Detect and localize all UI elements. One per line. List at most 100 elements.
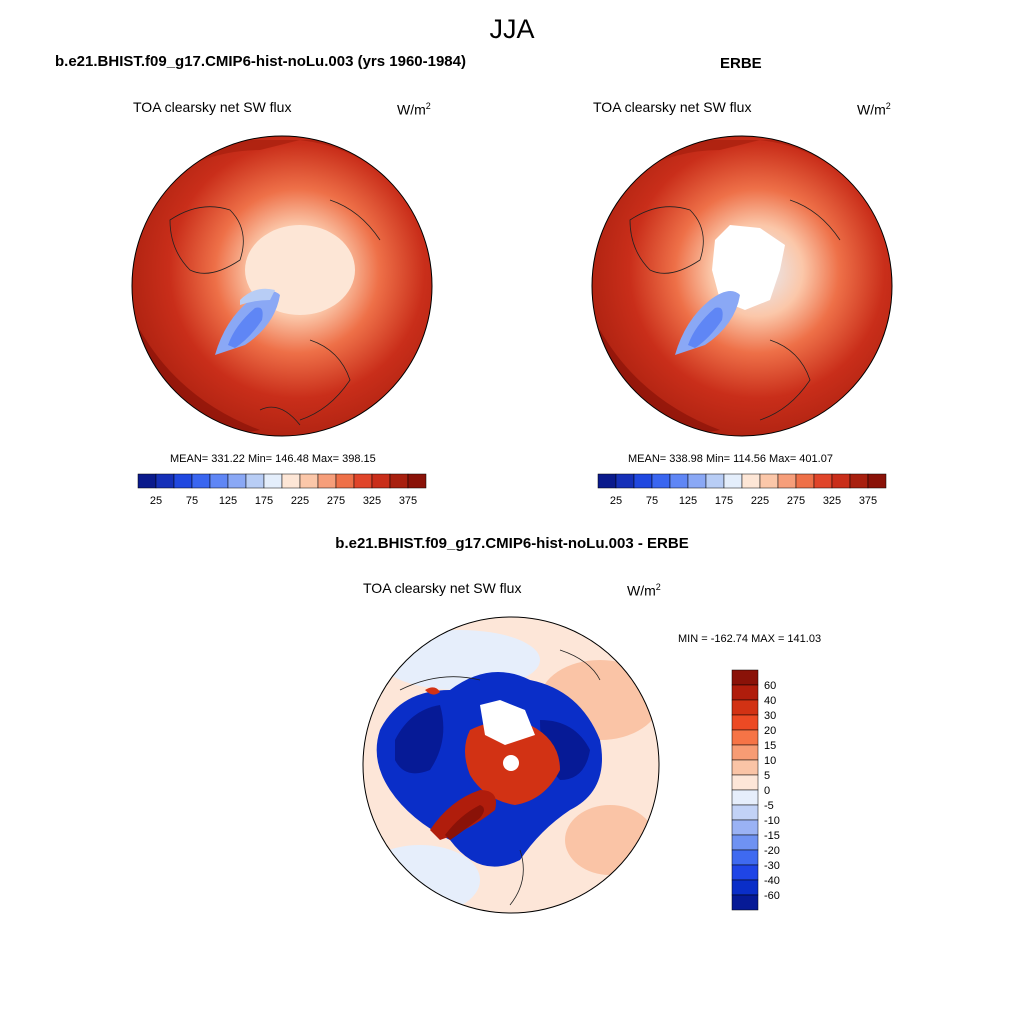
diff-units: W/m2 (627, 582, 661, 599)
left-colorbar-tick-label: 25 (150, 495, 162, 507)
diff-colorbar-tick-label: 20 (764, 725, 776, 737)
left-colorbar-swatch (281, 473, 301, 489)
diff-colorbar-tick-label: 30 (764, 710, 776, 722)
left-colorbar-swatch (389, 473, 409, 489)
diff-colorbar-tick-label: 15 (764, 740, 776, 752)
diff-variable-label: TOA clearsky net SW flux (363, 580, 522, 596)
right-colorbar-tick-label: 325 (823, 495, 841, 507)
right-colorbar-swatch (867, 473, 887, 489)
diff-colorbar-swatch (731, 729, 759, 746)
diff-stats: MIN = -162.74 MAX = 141.03 (678, 633, 822, 645)
right-colorbar-swatch (777, 473, 797, 489)
right-colorbar-swatch (705, 473, 725, 489)
right-colorbar-swatch (651, 473, 671, 489)
diff-colorbar-swatch (731, 759, 759, 776)
diff-colorbar-tick-label: 40 (764, 695, 776, 707)
left-colorbar-swatch (173, 473, 193, 489)
left-colorbar-swatch (263, 473, 283, 489)
right-variable-label: TOA clearsky net SW flux (593, 99, 752, 115)
diff-colorbar-tick-label: 60 (764, 680, 776, 692)
diff-colorbar-swatch (731, 804, 759, 821)
diff-colorbar-swatch (731, 879, 759, 896)
diff-colorbar-tick-label: 0 (764, 785, 770, 797)
diff-colorbar-swatch (731, 699, 759, 716)
left-panel-title: b.e21.BHIST.f09_g17.CMIP6-hist-noLu.003 … (55, 53, 466, 70)
right-stats: MEAN= 338.98 Min= 114.56 Max= 401.07 (628, 453, 833, 465)
diff-panel-title: b.e21.BHIST.f09_g17.CMIP6-hist-noLu.003 … (335, 535, 689, 552)
diff-colorbar-swatch (731, 744, 759, 761)
diff-colorbar-tick-label: -20 (764, 845, 780, 857)
diff-colorbar: 60 40 30 20 15 10 5 0 -5 -10 -15 -20 -30 -40 -60 (731, 669, 780, 911)
right-colorbar-swatch (831, 473, 851, 489)
right-colorbar-tick-label: 175 (715, 495, 733, 507)
diff-colorbar-tick-label: 5 (764, 770, 770, 782)
left-colorbar-tick-label: 225 (291, 495, 309, 507)
diff-colorbar-swatch (731, 714, 759, 731)
diff-colorbar-tick-label: -10 (764, 815, 780, 827)
right-colorbar-swatch (723, 473, 743, 489)
figure-title: JJA (489, 14, 535, 44)
diff-colorbar-swatch (731, 789, 759, 806)
left-colorbar-swatch (371, 473, 391, 489)
right-colorbar-tick-label: 375 (859, 495, 877, 507)
right-colorbar-swatch (615, 473, 635, 489)
left-colorbar: 25 75 125 175 225 275 325 375 (137, 473, 427, 507)
left-colorbar-swatch (227, 473, 247, 489)
diff-colorbar-swatch (731, 819, 759, 836)
diff-colorbar-tick-label: -40 (764, 875, 780, 887)
diff-colorbar-swatch (731, 864, 759, 881)
left-colorbar-swatch (299, 473, 319, 489)
left-colorbar-tick-label: 175 (255, 495, 273, 507)
left-map (132, 136, 432, 436)
left-map-border (131, 135, 433, 437)
diff-colorbar-swatch (731, 894, 759, 911)
left-stats: MEAN= 331.22 Min= 146.48 Max= 398.15 (170, 453, 376, 465)
right-colorbar-swatch (813, 473, 833, 489)
left-colorbar-tick-label: 375 (399, 495, 417, 507)
left-colorbar-swatch (353, 473, 373, 489)
left-colorbar-swatch (317, 473, 337, 489)
right-colorbar-swatch (795, 473, 815, 489)
left-units: W/m2 (397, 101, 431, 118)
left-variable-label: TOA clearsky net SW flux (133, 99, 292, 115)
diff-colorbar-swatch (731, 669, 759, 686)
left-colorbar-tick-label: 125 (219, 495, 237, 507)
left-colorbar-swatch (137, 473, 157, 489)
right-colorbar-tick-label: 25 (610, 495, 622, 507)
right-colorbar-swatch (759, 473, 779, 489)
left-colorbar-swatch (407, 473, 427, 489)
diff-colorbar-swatch (731, 774, 759, 791)
right-colorbar: 25 75 125 175 225 275 325 375 (597, 473, 887, 507)
left-colorbar-swatch (209, 473, 229, 489)
diff-colorbar-swatch (731, 849, 759, 866)
left-colorbar-swatch (191, 473, 211, 489)
diff-colorbar-tick-label: -60 (764, 890, 780, 902)
diff-colorbar-swatch (731, 684, 759, 701)
left-colorbar-swatch (335, 473, 355, 489)
right-colorbar-swatch (687, 473, 707, 489)
left-colorbar-swatch (155, 473, 175, 489)
right-colorbar-swatch (849, 473, 869, 489)
diff-colorbar-swatch (731, 834, 759, 851)
right-colorbar-swatch (669, 473, 689, 489)
diff-colorbar-tick-label: -5 (764, 800, 774, 812)
right-colorbar-tick-label: 225 (751, 495, 769, 507)
right-colorbar-tick-label: 75 (646, 495, 658, 507)
left-colorbar-tick-label: 275 (327, 495, 345, 507)
right-colorbar-tick-label: 125 (679, 495, 697, 507)
right-map-border (591, 135, 893, 437)
diff-colorbar-tick-label: -15 (764, 830, 780, 842)
right-colorbar-tick-label: 275 (787, 495, 805, 507)
diff-map (363, 617, 659, 913)
diff-map-border (362, 616, 660, 914)
left-colorbar-tick-label: 75 (186, 495, 198, 507)
diff-colorbar-tick-label: -30 (764, 860, 780, 872)
right-colorbar-swatch (741, 473, 761, 489)
right-colorbar-swatch (633, 473, 653, 489)
right-colorbar-swatch (597, 473, 617, 489)
diff-colorbar-tick-label: 10 (764, 755, 776, 767)
right-panel-title: ERBE (720, 55, 762, 72)
right-units: W/m2 (857, 101, 891, 118)
left-colorbar-swatch (245, 473, 265, 489)
